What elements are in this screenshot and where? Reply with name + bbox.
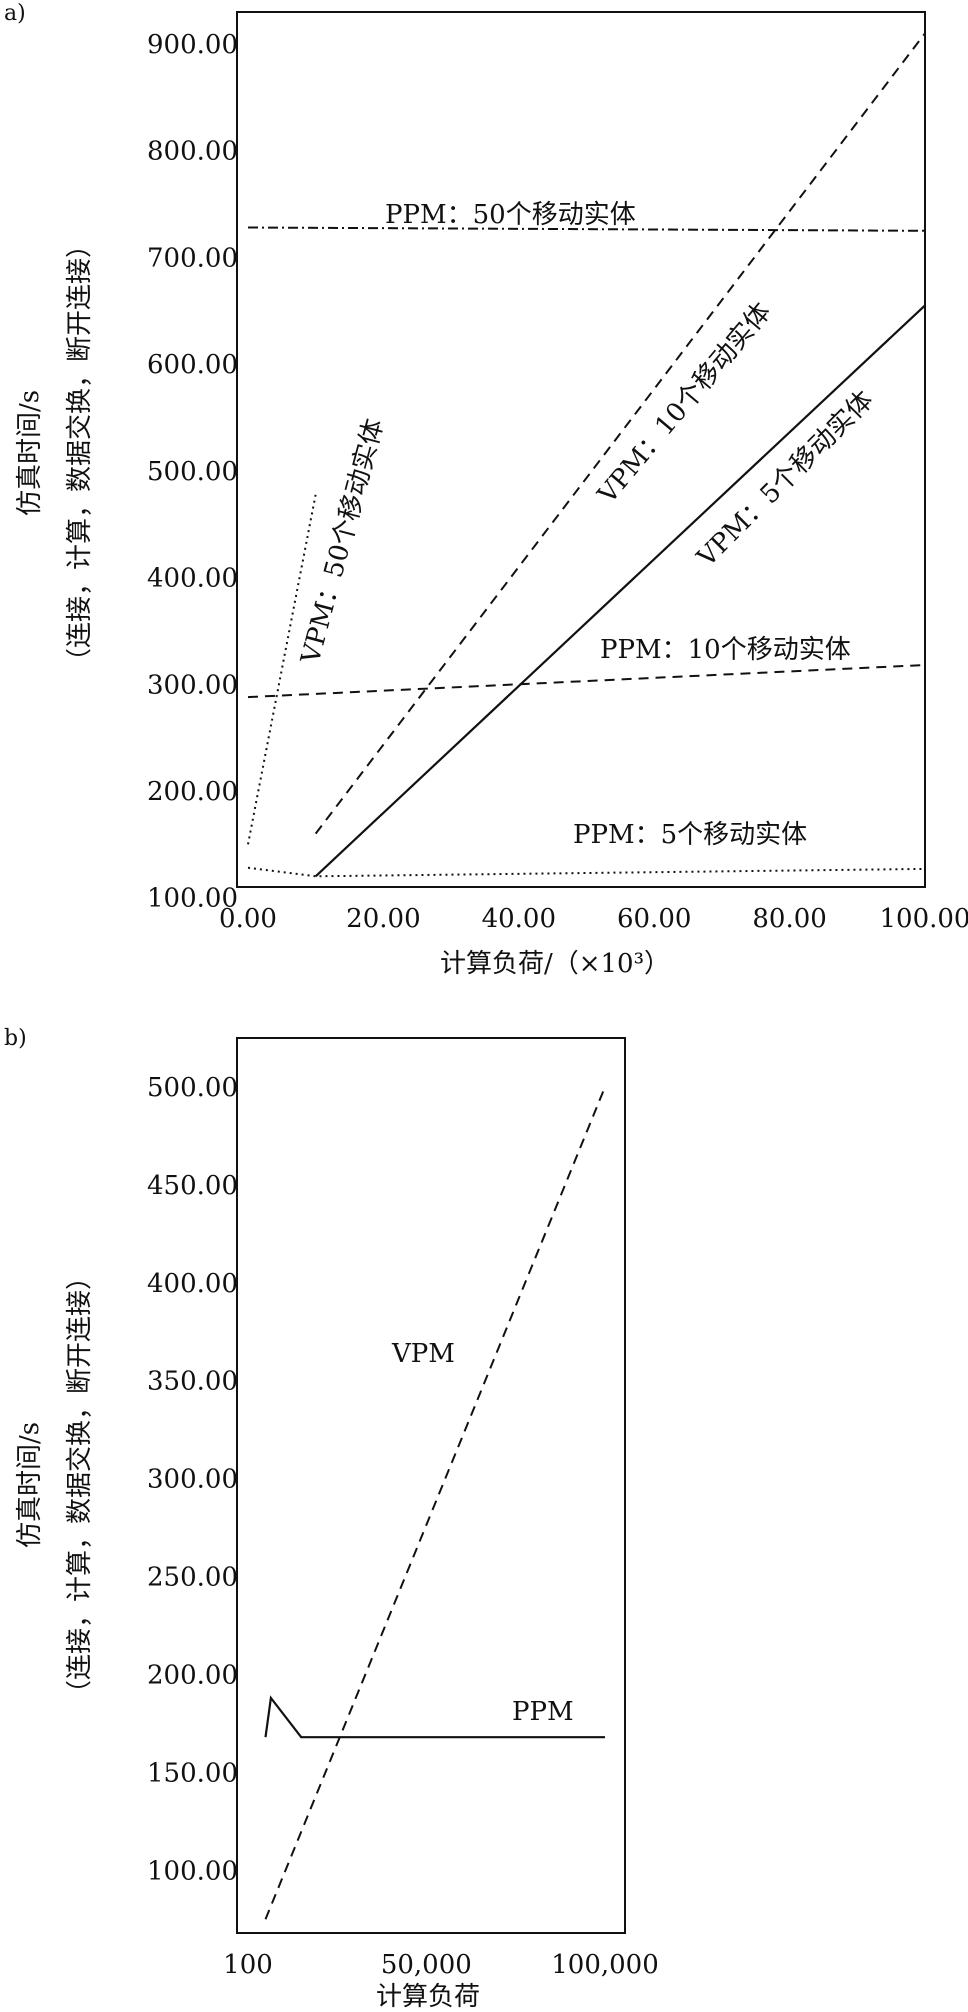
b-x-tick-label: 50,000 <box>381 1950 472 1980</box>
chart-a-plot-frame <box>236 11 926 888</box>
chart-b-y-axis-label-line1: 仿真时间/s <box>15 1422 45 1548</box>
a-y-tick-label: 600.00 <box>147 350 238 380</box>
b-y-tick-label: 150.00 <box>147 1758 238 1788</box>
label-ppm-50: PPM：50个移动实体 <box>385 200 636 230</box>
chart-b: b) 100.00 150.00 200.00 250.00 300.00 350.00 4… <box>4 1026 659 2012</box>
panel-b-label: b) <box>4 1026 27 1051</box>
chart-a-x-ticks: 0.00 20.00 40.00 60.00 80.00 100.00 <box>219 904 968 934</box>
chart-a-y-axis-label-line2: （连接，计算，数据交换，断开连接） <box>65 232 95 674</box>
label-vpm: VPM <box>391 1339 455 1369</box>
a-y-tick-label: 300.00 <box>147 670 238 700</box>
b-series-line-1 <box>264 1695 605 1739</box>
a-x-tick-label: 60.00 <box>617 904 691 934</box>
b-y-tick-label: 500.00 <box>147 1073 238 1103</box>
chart-b-x-axis-label: 计算负荷 <box>376 1982 480 2012</box>
b-y-tick-label: 250.00 <box>147 1563 238 1593</box>
label-vpm-50: VPM：50个移动实体 <box>296 416 390 668</box>
b-y-tick-label: 300.00 <box>147 1465 238 1495</box>
b-x-tick-label: 100 <box>223 1950 273 1980</box>
a-series-line-0 <box>247 226 926 232</box>
b-y-tick-label: 450.00 <box>147 1171 238 1201</box>
chart-b-plot-frame <box>236 1037 626 1934</box>
a-x-tick-label: 100.00 <box>880 904 968 934</box>
chart-a-series-lines <box>247 32 926 878</box>
label-ppm: PPM <box>512 1697 574 1727</box>
a-y-tick-label: 100.00 <box>147 884 238 914</box>
chart-b-series-lines <box>264 1086 606 1920</box>
a-x-tick-label: 0.00 <box>219 904 277 934</box>
a-x-tick-label: 20.00 <box>346 904 420 934</box>
b-series-line-0 <box>264 1086 606 1920</box>
b-y-tick-label: 350.00 <box>147 1367 238 1397</box>
a-series-line-2 <box>314 304 926 878</box>
a-x-tick-label: 80.00 <box>752 904 826 934</box>
chart-a-x-axis-label: 计算负荷/（×10³） <box>440 949 670 979</box>
chart-b-y-axis-label-line2: （连接，计算，数据交换，断开连接） <box>65 1264 95 1706</box>
a-y-tick-label: 500.00 <box>147 457 238 487</box>
b-y-tick-label: 200.00 <box>147 1660 238 1690</box>
a-y-tick-label: 700.00 <box>147 243 238 273</box>
a-series-line-1 <box>314 32 926 835</box>
chart-b-x-ticks: 100 50,000 100,000 <box>223 1950 659 1980</box>
label-vpm-5: VPM：5个移动实体 <box>691 385 879 573</box>
panel-a-label: a) <box>4 1 26 26</box>
label-ppm-5: PPM：5个移动实体 <box>573 820 807 850</box>
chart-a-y-ticks: 100.00 200.00 300.00 400.00 500.00 600.00 700.… <box>147 30 238 914</box>
b-y-tick-label: 400.00 <box>147 1269 238 1299</box>
chart-a-y-axis-label-line1: 仿真时间/s <box>15 390 45 516</box>
a-series-line-4 <box>247 664 926 699</box>
a-y-tick-label: 200.00 <box>147 777 238 807</box>
chart-b-y-ticks: 100.00 150.00 200.00 250.00 300.00 350.00 400.… <box>147 1073 238 1886</box>
label-vpm-10: VPM：10个移动实体 <box>592 297 778 510</box>
a-series-line-5 <box>247 866 926 878</box>
a-series-line-3 <box>247 494 317 845</box>
a-x-tick-label: 40.00 <box>482 904 556 934</box>
a-y-tick-label: 800.00 <box>147 137 238 167</box>
b-x-tick-label: 100,000 <box>551 1950 659 1980</box>
a-y-tick-label: 900.00 <box>147 30 238 60</box>
chart-a: a) 100.00 200.00 300.00 400.00 500.00 600.00 7… <box>4 1 968 979</box>
a-y-tick-label: 400.00 <box>147 564 238 594</box>
b-y-tick-label: 100.00 <box>147 1856 238 1886</box>
label-ppm-10: PPM：10个移动实体 <box>600 635 851 665</box>
